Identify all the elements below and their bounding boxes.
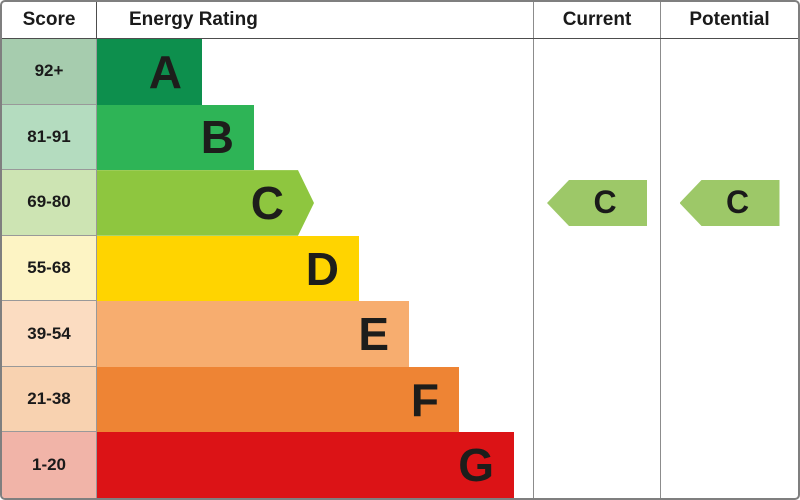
current-column-header: Current bbox=[533, 2, 660, 38]
potential-cell-e bbox=[660, 301, 798, 367]
score-range-e: 39-54 bbox=[2, 301, 97, 367]
score-range-b: 81-91 bbox=[2, 104, 97, 171]
potential-cell-c: C bbox=[660, 170, 798, 236]
bands-body: 92+ A 81-91 B 69-80 C C C 55-68 D 39-54 E 21-38 F 1-20… bbox=[2, 39, 798, 498]
band-row-f: 21-38 F bbox=[2, 366, 798, 433]
bar-area-e: E bbox=[97, 301, 533, 367]
bar-area-c: C bbox=[97, 170, 533, 236]
potential-column-header: Potential bbox=[660, 2, 798, 38]
band-row-b: 81-91 B bbox=[2, 104, 798, 171]
band-bar-e: E bbox=[97, 301, 409, 367]
potential-cell-a bbox=[660, 39, 798, 105]
potential-cell-d bbox=[660, 235, 798, 302]
potential-rating-arrow: C bbox=[679, 179, 780, 226]
current-rating-arrow: C bbox=[547, 179, 647, 226]
potential-cell-b bbox=[660, 104, 798, 171]
band-row-a: 92+ A bbox=[2, 39, 798, 105]
band-bar-b: B bbox=[97, 104, 254, 171]
band-bar-g: G bbox=[97, 432, 514, 498]
band-bar-d: D bbox=[97, 235, 359, 302]
score-range-g: 1-20 bbox=[2, 432, 97, 498]
band-row-e: 39-54 E bbox=[2, 301, 798, 367]
potential-cell-f bbox=[660, 366, 798, 433]
band-bar-c: C bbox=[97, 170, 314, 236]
current-cell-b bbox=[533, 104, 660, 171]
band-row-g: 1-20 G bbox=[2, 432, 798, 498]
score-range-c: 69-80 bbox=[2, 170, 97, 236]
score-range-d: 55-68 bbox=[2, 235, 97, 302]
band-bar-a: A bbox=[97, 39, 202, 105]
score-range-f: 21-38 bbox=[2, 366, 97, 433]
band-row-c: 69-80 C C C bbox=[2, 170, 798, 236]
current-cell-f bbox=[533, 366, 660, 433]
bar-area-b: B bbox=[97, 104, 533, 171]
bar-area-a: A bbox=[97, 39, 533, 105]
bar-area-g: G bbox=[97, 432, 533, 498]
energy-rating-column-header: Energy Rating bbox=[129, 9, 258, 30]
potential-cell-g bbox=[660, 432, 798, 498]
chart-header: Score Energy Rating Current Potential bbox=[2, 2, 798, 39]
current-cell-g bbox=[533, 432, 660, 498]
band-bar-f: F bbox=[97, 366, 459, 433]
bar-area-f: F bbox=[97, 366, 533, 433]
score-range-a: 92+ bbox=[2, 39, 97, 105]
current-cell-c: C bbox=[533, 170, 660, 236]
current-cell-a bbox=[533, 39, 660, 105]
bar-area-d: D bbox=[97, 235, 533, 302]
current-cell-d bbox=[533, 235, 660, 302]
score-column-header: Score bbox=[2, 2, 97, 38]
band-row-d: 55-68 D bbox=[2, 235, 798, 302]
current-cell-e bbox=[533, 301, 660, 367]
